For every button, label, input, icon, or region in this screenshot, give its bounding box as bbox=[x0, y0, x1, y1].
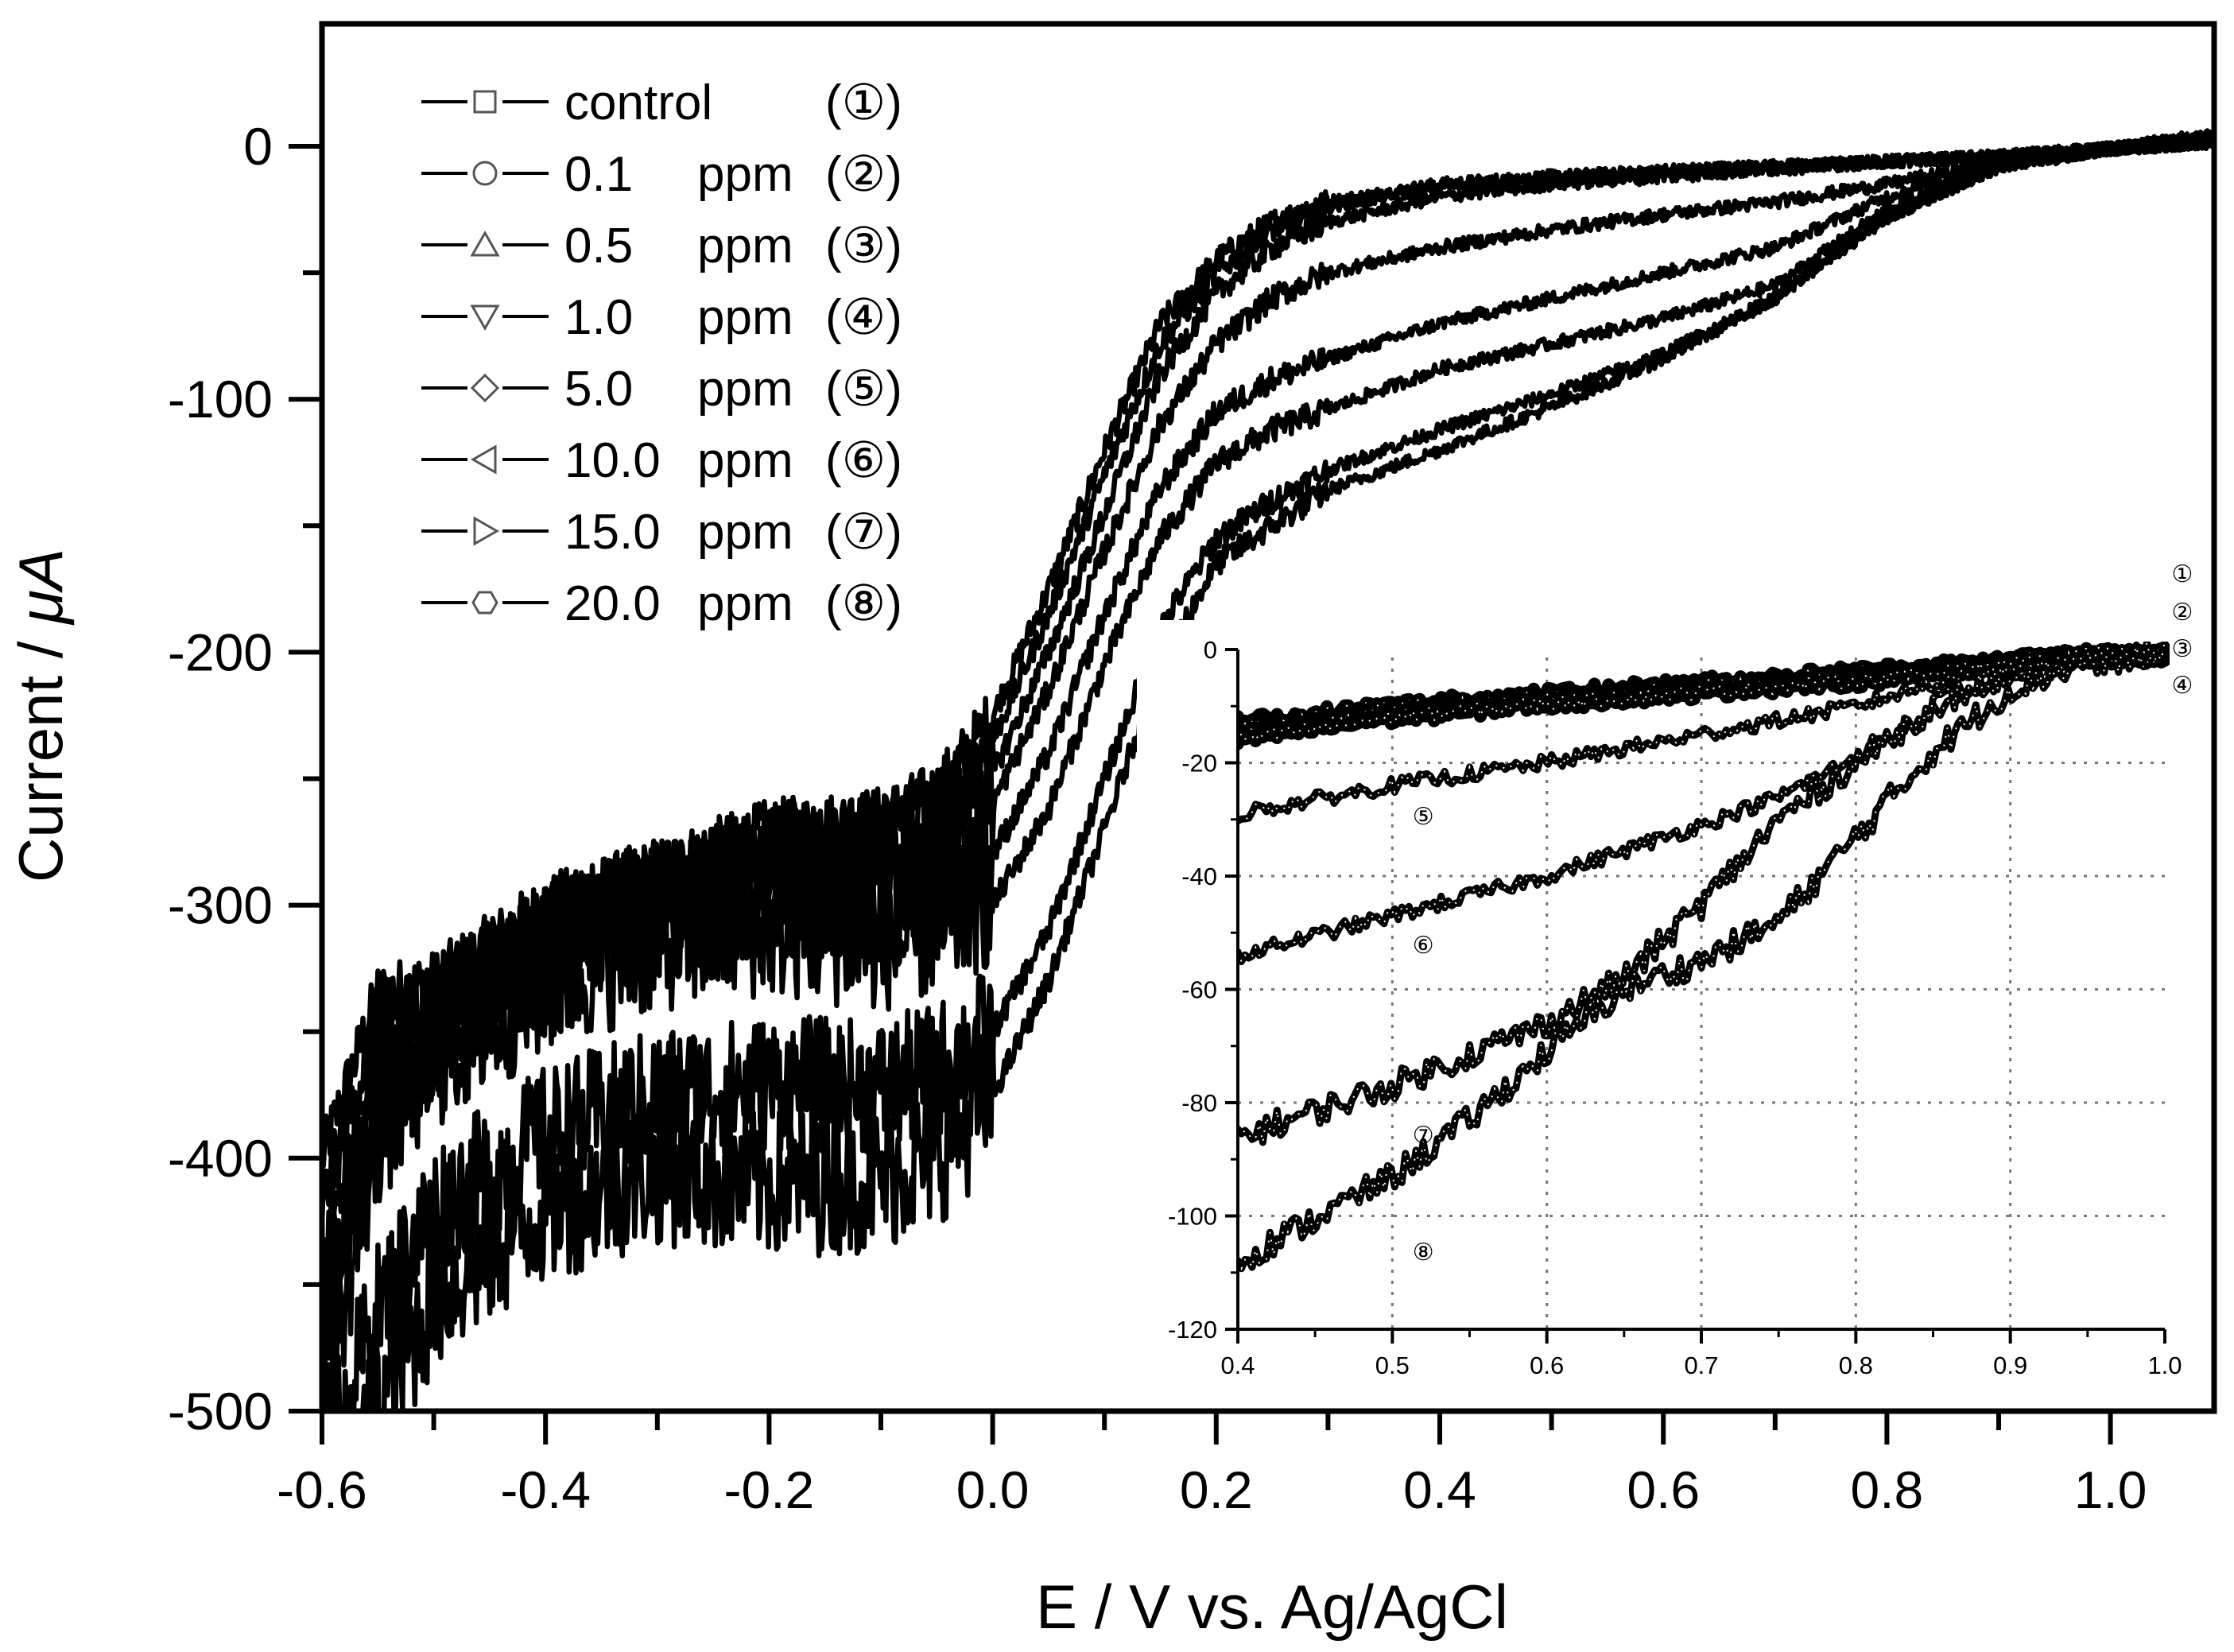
y-tick-label: -400 bbox=[168, 1129, 273, 1188]
legend-marker-hexagon-icon bbox=[471, 591, 498, 615]
legend-concentration: 10.0 bbox=[564, 433, 661, 488]
inset-background bbox=[1137, 620, 2206, 1399]
x-tick-label: -0.6 bbox=[277, 1460, 367, 1519]
inset-curve-label: ⑧ bbox=[1413, 1239, 1434, 1266]
main-axes: -0.6 -0.4 -0.2 0.0 0.2 0.4 0.6 0.8 1.00-100-200-… bbox=[168, 21, 2217, 1519]
legend-marker-triangle-down-icon bbox=[470, 304, 500, 332]
legend-concentration: 5.0 bbox=[564, 362, 633, 417]
inset-series-8 bbox=[1238, 642, 2169, 1273]
inset-axes: 0.4 0.5 0.6 0.7 0.8 0.9 1.0 0 -20 -40 -60 -80 -100 -1… bbox=[1168, 561, 2193, 1379]
inset-background bbox=[1137, 620, 2206, 1399]
y-tick-label: -100 bbox=[168, 370, 273, 429]
main-curves bbox=[322, 128, 2214, 1411]
x-tick-label: 1.0 bbox=[2074, 1460, 2147, 1519]
inset-curve-label: ④ bbox=[2172, 673, 2193, 699]
x-tick-label: -0.4 bbox=[500, 1460, 591, 1519]
legend-concentration: 0.5 bbox=[564, 219, 633, 273]
inset-curve-label: ⑤ bbox=[1413, 804, 1434, 830]
legend-item: 0.5 ppm (③) bbox=[421, 219, 902, 273]
inset-y-tick-label: -60 bbox=[1181, 976, 1217, 1004]
legend-unit: ppm bbox=[697, 505, 793, 560]
legend-concentration: 20.0 bbox=[564, 576, 661, 631]
legend-tag: (⑦) bbox=[825, 505, 902, 560]
inset-x-tick-label: 1.0 bbox=[2147, 1351, 2182, 1379]
legend-tag: (③) bbox=[825, 219, 902, 273]
y-tick-label: -200 bbox=[168, 622, 273, 681]
inset-y-tick-label: 0 bbox=[1204, 636, 1217, 664]
series-line-8 bbox=[341, 136, 2214, 1411]
legend-concentration: 0.1 bbox=[564, 147, 633, 202]
y-tick-label: 0 bbox=[243, 117, 273, 176]
legend-tag: (⑥) bbox=[825, 433, 902, 488]
inset-series-line bbox=[1238, 642, 2169, 1273]
y-tick-label: -500 bbox=[168, 1382, 273, 1441]
y-axis-title: Current / μA bbox=[6, 549, 76, 882]
inset-curve-label: ⑦ bbox=[1413, 1123, 1434, 1149]
legend-marker-square-icon bbox=[473, 90, 497, 114]
inset-y-tick-label: -20 bbox=[1181, 750, 1217, 778]
legend-unit: ppm bbox=[697, 219, 793, 273]
inset-y-tick-label: -40 bbox=[1181, 863, 1217, 890]
x-tick-label: 0.4 bbox=[1403, 1460, 1476, 1519]
legend-tag: (④) bbox=[825, 290, 902, 345]
legend-unit: ppm bbox=[697, 576, 793, 631]
plot-frame bbox=[319, 21, 2217, 1414]
inset-y-tick-label: -100 bbox=[1168, 1203, 1217, 1231]
inset-curve-label: ② bbox=[2172, 599, 2193, 626]
inset-y-tick-label: -80 bbox=[1181, 1089, 1217, 1117]
inset-series-6 bbox=[1238, 644, 2169, 965]
x-tick-label: -0.2 bbox=[724, 1460, 815, 1519]
inset-curve-label: ⑥ bbox=[1413, 933, 1434, 959]
x-tick-label: 0.0 bbox=[956, 1460, 1030, 1519]
legend-concentration: 15.0 bbox=[564, 505, 661, 560]
legend-tag: (⑧) bbox=[825, 576, 902, 631]
inset-x-tick-label: 0.8 bbox=[1839, 1351, 1873, 1379]
inset-x-tick-label: 0.9 bbox=[1993, 1351, 2027, 1379]
legend-tag: (①) bbox=[825, 76, 902, 130]
x-axis-title: E / V vs. Ag/AgCl bbox=[1036, 1572, 1508, 1642]
legend-unit: ppm bbox=[697, 290, 793, 345]
legend-item: 5.0 ppm (⑤) bbox=[421, 362, 902, 417]
legend-marker-triangle-right-icon bbox=[473, 516, 500, 546]
x-tick-label: 0.6 bbox=[1627, 1460, 1700, 1519]
legend-unit: ppm bbox=[697, 147, 793, 202]
legend-unit: ppm bbox=[697, 433, 793, 488]
x-tick-label: 0.8 bbox=[1851, 1460, 1924, 1519]
legend-item: 10.0 ppm (⑥) bbox=[421, 433, 902, 488]
legend-marker-diamond-icon bbox=[470, 373, 500, 403]
legend-unit: ppm bbox=[697, 362, 793, 417]
y-axis-title-prefix: Current / bbox=[6, 624, 76, 882]
series-line-5 bbox=[322, 134, 2214, 1386]
inset-y-tick-label: -120 bbox=[1168, 1316, 1217, 1344]
legend-tag: (⑤) bbox=[825, 362, 902, 417]
inset-curve-label: ③ bbox=[2172, 636, 2193, 662]
inset-x-tick-label: 0.7 bbox=[1684, 1351, 1718, 1379]
legend-item: 0.1 ppm (②) bbox=[421, 147, 902, 202]
legend-concentration: control bbox=[564, 76, 712, 130]
inset-series-7 bbox=[1238, 642, 2169, 1146]
y-axis-title-unit: μA bbox=[6, 549, 76, 626]
legend-item: 15.0 ppm (⑦) bbox=[421, 505, 902, 560]
inset-series-5 bbox=[1238, 645, 2169, 825]
legend-tag: (②) bbox=[825, 147, 902, 202]
legend-item: control (①) bbox=[421, 76, 902, 130]
inset-x-tick-label: 0.4 bbox=[1220, 1351, 1255, 1379]
legend: control (①) 0.1 ppm (②) 0.5 ppm (③) 1.0 ppm (④) 5.0… bbox=[421, 76, 902, 631]
legend-marker-triangle-up-icon bbox=[470, 230, 500, 257]
y-tick-label: -300 bbox=[168, 876, 273, 935]
inset-series-markers bbox=[1238, 646, 2166, 822]
inset-curve-label: ① bbox=[2172, 561, 2193, 588]
x-tick-label: 0.2 bbox=[1180, 1460, 1253, 1519]
inset-series-markers bbox=[1238, 642, 2166, 1143]
legend-item: 1.0 ppm (④) bbox=[421, 290, 902, 345]
legend-concentration: 1.0 bbox=[564, 290, 633, 345]
inset-curves bbox=[1238, 642, 2170, 1273]
inset-x-tick-label: 0.5 bbox=[1375, 1351, 1410, 1379]
inset-series-markers bbox=[1238, 646, 2166, 964]
legend-marker-triangle-left-icon bbox=[470, 444, 497, 475]
inset-x-tick-label: 0.6 bbox=[1530, 1351, 1564, 1379]
legend-item: 20.0 ppm (⑧) bbox=[421, 576, 902, 631]
legend-marker-circle-icon bbox=[472, 161, 498, 186]
